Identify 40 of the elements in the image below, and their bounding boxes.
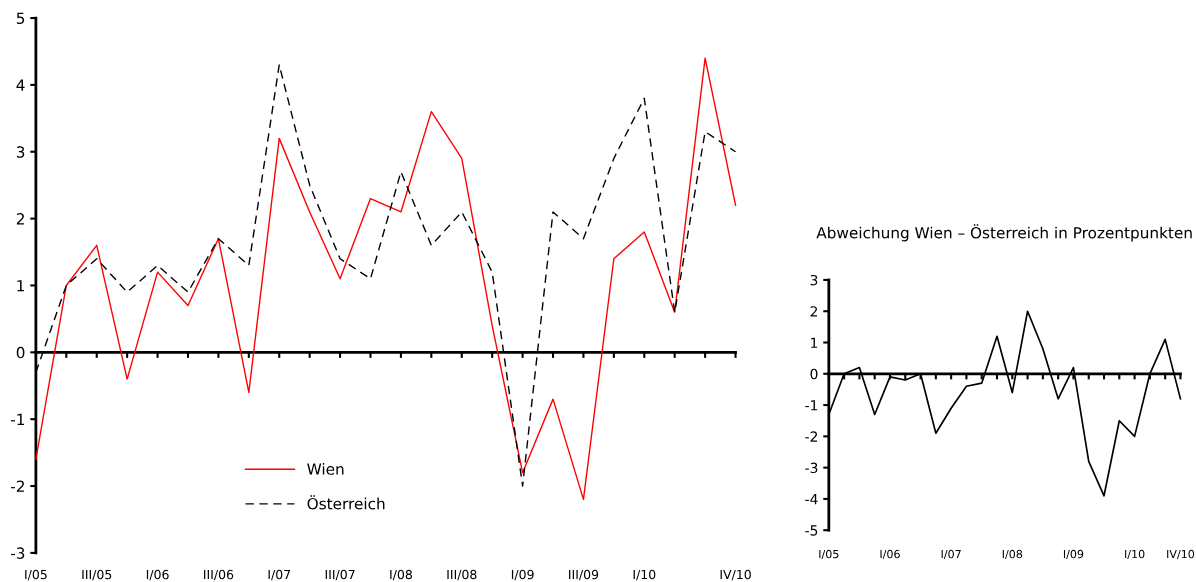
y-tick-label: 3 [16, 146, 25, 158]
legend-label: Wien [307, 462, 344, 475]
x-tick-label: III/06 [204, 569, 234, 581]
y-tick-label: -1 [805, 400, 818, 411]
y-tick-label: 4 [16, 79, 25, 91]
y-tick-label: 2 [810, 306, 818, 317]
chart-title: Abweichung Wien – Österreich in Prozentpunkten [816, 224, 1192, 242]
x-tick-label: I/07 [941, 549, 961, 560]
y-tick-label: -3 [10, 547, 25, 559]
y-tick-label: 0 [16, 346, 25, 359]
x-tick-label: I/05 [819, 549, 839, 560]
x-tick-label: I/06 [146, 569, 169, 581]
y-tick-label: 1 [811, 337, 818, 348]
x-tick-label: III/09 [569, 569, 599, 581]
x-tick-label: I/07 [268, 569, 291, 581]
x-tick-label: IV/10 [720, 569, 751, 581]
x-tick-label: III/07 [325, 569, 355, 581]
y-tick-label: -5 [805, 525, 818, 536]
x-tick-label: III/08 [447, 569, 477, 581]
x-tick-label: III/05 [82, 569, 112, 581]
legend-label: Österreich [307, 495, 385, 510]
x-tick-label: I/08 [390, 569, 412, 581]
y-tick-label: 5 [16, 12, 25, 25]
x-tick-label: I/09 [511, 569, 534, 581]
y-tick-label: 3 [810, 274, 818, 286]
x-tick-label: IV/10 [1167, 549, 1195, 560]
x-tick-label: I/10 [1125, 549, 1145, 560]
y-tick-label: -2 [10, 480, 24, 492]
y-tick-label: -4 [805, 494, 818, 505]
x-tick-label: I/06 [880, 549, 900, 560]
y-tick-label: -3 [805, 462, 818, 474]
x-tick-label: I/09 [1063, 549, 1084, 560]
x-tick-label: I/10 [633, 569, 656, 581]
y-tick-label: 2 [16, 213, 24, 225]
y-tick-label: 0 [810, 368, 818, 380]
y-tick-label: 1 [17, 280, 25, 292]
x-tick-label: I/08 [1002, 549, 1023, 560]
y-tick-label: -1 [10, 413, 25, 425]
x-tick-label: I/05 [25, 569, 47, 581]
y-tick-label: -2 [805, 431, 818, 442]
